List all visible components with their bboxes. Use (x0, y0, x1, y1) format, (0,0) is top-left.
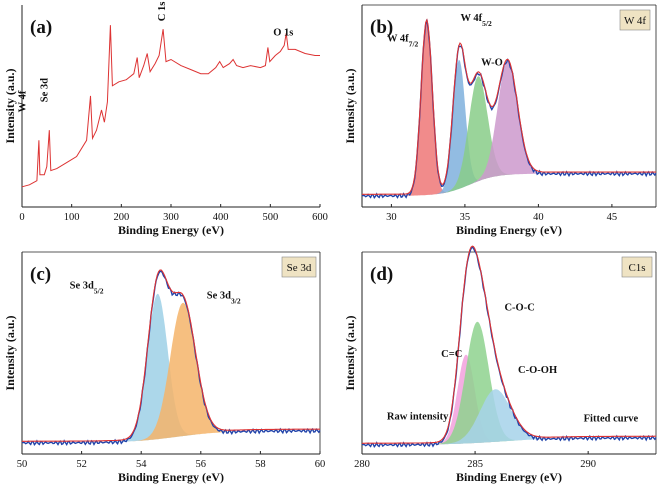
x-axis-title: Binding Energy (eV) (456, 470, 562, 484)
x-tick-label: 54 (136, 459, 147, 470)
peak-annotation: W-O (481, 58, 503, 69)
peak-annotation: Se 3d3/2 (207, 290, 241, 305)
x-tick-label: 40 (533, 212, 544, 223)
x-tick-label: 100 (64, 212, 80, 223)
panel-a: 0 100 200 300 400 500 600 Binding Energy (eV) In… (3, 2, 328, 237)
panel-letter: (a) (30, 17, 52, 38)
x-tick-label: 60 (315, 459, 326, 470)
peak-annotation: Se 3d5/2 (70, 280, 104, 295)
element-label-text: C1s (628, 262, 645, 274)
fitted-curve-line (22, 269, 320, 442)
element-label-box (619, 9, 651, 31)
x-tick-label: 58 (255, 459, 266, 470)
panel-c: 50 52 54 56 58 60 Binding Energy (eV) Intensity… (3, 251, 326, 484)
peak-annotation: W 4f (17, 90, 28, 112)
fit-component-area (362, 61, 656, 196)
panel-d: 280 285 290 Binding Energy (eV) Intensity (a… (343, 245, 657, 484)
x-tick-label: 52 (76, 459, 87, 470)
x-tick-label: 0 (19, 212, 24, 223)
x-axis-title: Binding Energy (eV) (118, 470, 224, 484)
y-axis-title: Intensity (a.u.) (3, 68, 17, 143)
x-tick-label: 300 (163, 212, 179, 223)
x-tick-label: 56 (196, 459, 207, 470)
y-axis-title: Intensity (a.u.) (343, 68, 357, 143)
x-tick-label: 600 (312, 212, 328, 223)
peak-annotation: C-O-C (504, 303, 534, 314)
fitted-curve-line (362, 18, 656, 195)
peak-annotation: C 1s (157, 2, 168, 22)
peak-annotation: Se 3d (39, 78, 50, 102)
x-tick-label: 290 (580, 459, 596, 470)
x-tick-label: 35 (460, 212, 471, 223)
peak-annotation: C-O-OH (518, 365, 557, 376)
x-tick-label: 500 (262, 212, 278, 223)
peak-annotation: C=C (441, 349, 462, 360)
element-label-text: Se 3d (287, 262, 312, 274)
x-tick-label: 400 (213, 212, 229, 223)
x-tick-label: 285 (467, 459, 483, 470)
panel-b: 30 35 40 45 Binding Energy (eV) Intensity (a.… (343, 4, 657, 237)
peak-annotation: Fitted curve (584, 414, 639, 425)
panel-letter: (b) (370, 17, 393, 38)
element-label-box (281, 256, 317, 278)
fit-component-area (362, 389, 656, 445)
x-tick-label: 45 (607, 212, 618, 223)
y-axis-title: Intensity (a.u.) (3, 315, 17, 390)
peak-annotation: W 4f7/2 (387, 33, 419, 48)
element-label-text: W 4f (624, 15, 646, 27)
panel-letter: (c) (30, 264, 51, 285)
peak-annotation: Raw intensity (387, 412, 449, 423)
x-tick-label: 30 (386, 212, 397, 223)
x-axis-title: Binding Energy (eV) (456, 223, 562, 237)
x-tick-label: 280 (354, 459, 370, 470)
x-tick-label: 200 (113, 212, 129, 223)
x-tick-label: 50 (17, 459, 28, 470)
peak-annotation: W 4f5/2 (460, 13, 492, 28)
fitted-curve-line (362, 245, 656, 444)
element-label-box (621, 256, 653, 278)
fit-component-area (22, 302, 320, 443)
y-axis-title: Intensity (a.u.) (343, 315, 357, 390)
peak-annotation: O 1s (273, 27, 293, 38)
x-axis-title: Binding Energy (eV) (118, 223, 224, 237)
survey-spectrum-line (21, 25, 320, 188)
fit-component-area (362, 21, 656, 196)
panel-letter: (d) (370, 264, 393, 285)
